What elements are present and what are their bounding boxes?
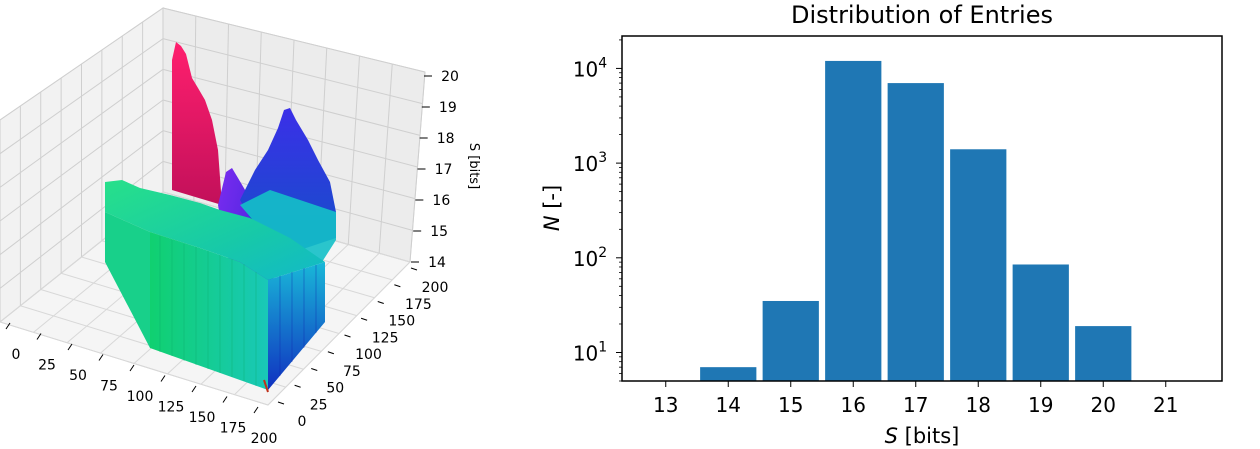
y-tick-label: 25 xyxy=(310,397,328,413)
z-tick-label: 16 xyxy=(432,193,450,209)
bar-x-tick-label: 16 xyxy=(841,393,866,417)
z-axis-ticks: 14 15 16 17 18 19 20 xyxy=(411,69,459,271)
bar-x-tick-label: 17 xyxy=(903,393,928,417)
y-tick-label: 200 xyxy=(422,280,449,296)
surface-plateau-top xyxy=(105,180,325,280)
x-tick-label: 75 xyxy=(100,379,118,395)
z-tick-label: 14 xyxy=(428,255,446,271)
x-tick-mark xyxy=(191,385,197,393)
grid-line-floor-b xyxy=(0,321,269,406)
grid-line-vertical xyxy=(409,71,426,263)
bar-y-axis-ticks: 101 102 103 104 xyxy=(573,39,622,382)
x-tick-mark xyxy=(67,343,73,351)
y-tick-mark xyxy=(377,301,384,304)
x-tick-mark xyxy=(160,375,166,382)
surface-front-stripes xyxy=(159,236,257,386)
bars xyxy=(700,60,1132,382)
surface-front-face-main xyxy=(150,232,268,390)
surface-front-face xyxy=(105,212,150,348)
y-tick-mark xyxy=(277,401,285,405)
bar-y-axis-label: N [-] xyxy=(540,185,564,231)
surface-mesh xyxy=(105,42,336,393)
bar-15 xyxy=(762,300,819,381)
y-tick-mark xyxy=(344,334,351,338)
y-tick-label: 125 xyxy=(372,330,399,346)
y-tick-mark xyxy=(410,267,418,271)
x-tick-mark xyxy=(36,333,42,340)
plot-frame xyxy=(621,35,1223,382)
bar-x-tick-label: 19 xyxy=(1028,393,1053,417)
bar-y-tick-label: 101 xyxy=(573,339,607,365)
y-tick-label: 75 xyxy=(343,364,361,380)
y-tick-mark xyxy=(327,351,335,355)
bar-20 xyxy=(1075,326,1132,381)
y-tick-mark xyxy=(311,368,318,371)
y-label-variable: N xyxy=(540,215,564,231)
z-tick-label: 20 xyxy=(441,69,459,85)
bar-x-axis-ticks: 13 14 15 16 17 18 19 20 21 xyxy=(653,381,1178,417)
x-tick-mark xyxy=(222,396,228,403)
surface-side-stripes xyxy=(279,265,317,376)
surface-ridge-edge xyxy=(263,379,269,393)
y-tick-label: 100 xyxy=(355,347,382,363)
x-tick-mark xyxy=(129,364,135,372)
z-tick-label: 15 xyxy=(430,224,448,240)
z-axis-label: S [bits] xyxy=(466,143,481,189)
y-tick-label: 150 xyxy=(388,314,415,330)
bar-x-axis-label: S [bits] xyxy=(885,424,960,448)
bar-14 xyxy=(700,367,757,381)
y-tick-label: 175 xyxy=(405,297,432,313)
x-tick-mark xyxy=(253,406,259,414)
x-tick-label: 50 xyxy=(69,368,87,384)
bar-x-tick-label: 21 xyxy=(1153,393,1178,417)
grid-line-vertical xyxy=(378,63,393,254)
y-tick-mark xyxy=(360,317,368,321)
x-tick-label: 150 xyxy=(189,410,216,426)
x-label-variable: S xyxy=(885,424,898,448)
grid-line-vertical xyxy=(347,55,360,245)
y-tick-mark xyxy=(394,284,401,288)
x-label-unit: [bits] xyxy=(898,424,959,448)
z-tick-label: 17 xyxy=(435,162,453,178)
bar-16 xyxy=(825,60,882,381)
bar-18 xyxy=(950,149,1007,381)
grid-line-floor xyxy=(267,261,411,406)
bar-y-tick-label: 103 xyxy=(573,150,607,176)
y-label-unit: [-] xyxy=(540,185,564,216)
bar-x-tick-label: 18 xyxy=(966,393,991,417)
z-tick-label: 18 xyxy=(437,131,455,147)
z-tick-label: 19 xyxy=(439,100,457,116)
surface-side-face xyxy=(268,262,325,390)
surface-flank-cyan xyxy=(240,190,336,262)
x-tick-label: 0 xyxy=(12,347,21,363)
bar-x-tick-label: 20 xyxy=(1091,393,1116,417)
bar-y-tick-label: 102 xyxy=(573,245,607,271)
bar-19 xyxy=(1012,264,1069,381)
bar-x-tick-label: 14 xyxy=(716,393,741,417)
bar-17 xyxy=(887,83,944,382)
x-tick-label: 125 xyxy=(158,400,185,416)
bar-x-tick-label: 13 xyxy=(653,393,678,417)
chart-title: Distribution of Entries xyxy=(791,1,1053,29)
surface-peak-magenta xyxy=(172,42,222,205)
x-tick-mark xyxy=(5,322,11,330)
y-tick-label: 50 xyxy=(326,381,344,397)
x-tick-label: 200 xyxy=(251,431,278,447)
bar-y-tick-label: 104 xyxy=(573,55,607,81)
y-tick-mark xyxy=(294,384,301,388)
bar-chart: Distribution of Entries 13 14 15 16 17 18 19 20… xyxy=(540,1,1223,448)
bar-x-tick-label: 15 xyxy=(778,393,803,417)
y-tick-label: 0 xyxy=(298,414,307,430)
x-tick-label: 25 xyxy=(38,358,56,374)
x-tick-label: 175 xyxy=(220,421,247,437)
x-tick-mark xyxy=(98,354,104,361)
x-tick-label: 100 xyxy=(127,389,154,405)
